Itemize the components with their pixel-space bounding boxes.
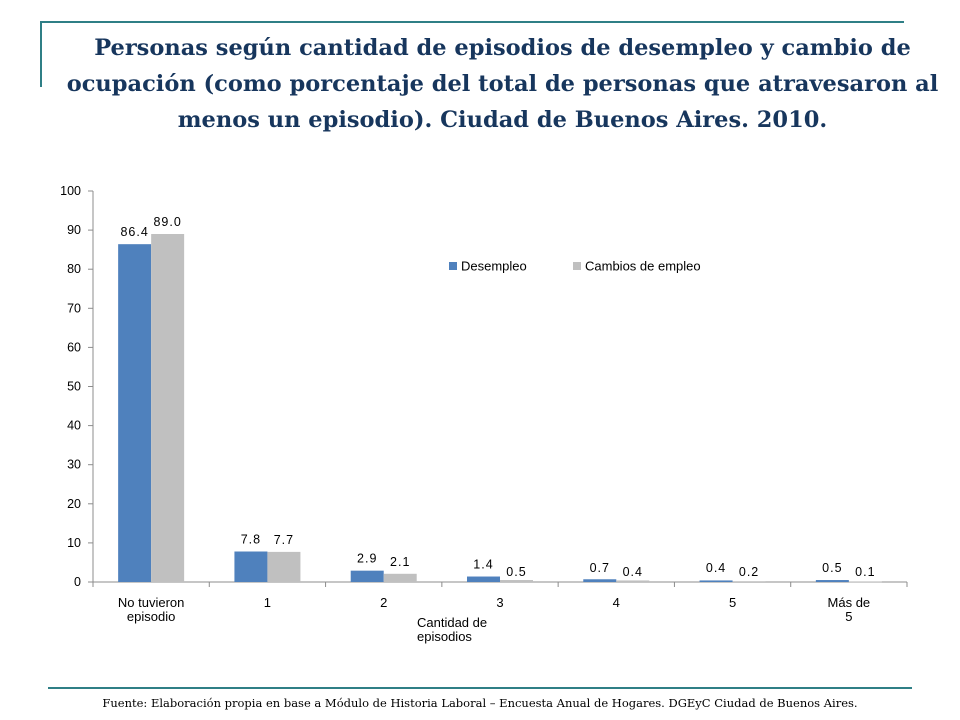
bar-cambios — [383, 573, 417, 582]
y-tick-label: 100 — [60, 184, 81, 198]
y-tick-label: 60 — [67, 340, 81, 354]
y-tick-label: 40 — [67, 419, 81, 433]
y-tick-label: 30 — [67, 458, 81, 472]
data-label-cambios: 0.2 — [739, 565, 759, 579]
legend-swatch-desempleo — [449, 262, 457, 270]
source-note: Fuente: Elaboración propia en base a Mód… — [102, 696, 858, 710]
x-tick-label: 1 — [264, 595, 271, 610]
bar-desempleo — [699, 580, 733, 582]
y-tick-label: 10 — [67, 536, 81, 550]
legend-label-cambios: Cambios de empleo — [585, 259, 701, 274]
x-axis-title: Cantidad de — [417, 615, 487, 630]
legend-swatch-cambios — [573, 262, 581, 270]
data-label-desempleo: 86.4 — [120, 225, 148, 239]
frame-top-line — [40, 21, 904, 23]
bar-desempleo — [350, 570, 384, 582]
x-tick-label: 5 — [729, 595, 736, 610]
bar-desempleo — [467, 576, 500, 582]
bar-cambios — [616, 580, 650, 582]
data-label-desempleo: 1.4 — [473, 558, 493, 572]
data-label-cambios: 0.4 — [623, 565, 643, 579]
chart-title: Personas según cantidad de episodios de … — [66, 35, 939, 133]
data-label-desempleo: 0.4 — [706, 561, 726, 575]
bar-cambios — [151, 234, 185, 582]
bar-cambios — [500, 580, 533, 582]
data-label-cambios: 7.7 — [274, 533, 294, 547]
frame-left-line — [40, 21, 42, 87]
bar-desempleo — [234, 551, 268, 582]
y-tick-label: 20 — [67, 497, 81, 511]
legend-label-desempleo: Desempleo — [461, 259, 527, 274]
data-label-desempleo: 7.8 — [241, 533, 261, 547]
data-label-cambios: 0.5 — [506, 565, 526, 579]
x-axis-title: episodios — [417, 629, 472, 644]
bar-desempleo — [815, 580, 849, 582]
x-tick-label: 4 — [613, 595, 620, 610]
x-tick-label: 3 — [496, 595, 503, 610]
frame-bottom-line — [48, 687, 912, 689]
x-tick-label: Más de — [828, 595, 871, 610]
y-tick-label: 90 — [67, 223, 81, 237]
x-tick-label: 5 — [845, 609, 852, 624]
data-label-desempleo: 0.7 — [590, 561, 610, 575]
data-label-desempleo: 2.9 — [357, 552, 377, 566]
bar-cambios — [848, 581, 882, 583]
data-label-cambios: 2.1 — [390, 555, 410, 569]
bar-desempleo — [583, 579, 617, 582]
bar-chart: 0 10 20 30 40 50 60 70 80 90 100 86.4 89.0 No tuviero… — [60, 184, 908, 644]
y-tick-label: 80 — [67, 262, 81, 276]
data-label-cambios: 0.1 — [855, 565, 875, 579]
x-tick-label: No tuvieron — [118, 595, 184, 610]
y-tick-label: 0 — [74, 575, 81, 589]
bar-cambios — [267, 551, 301, 582]
y-tick-label: 70 — [67, 301, 81, 315]
x-tick-label: episodio — [127, 609, 175, 624]
x-tick-label: 2 — [380, 595, 387, 610]
data-label-cambios: 89.0 — [153, 215, 181, 229]
bar-desempleo — [118, 244, 152, 582]
bar-cambios — [732, 581, 766, 582]
data-label-desempleo: 0.5 — [822, 561, 842, 575]
y-tick-label: 50 — [67, 380, 81, 394]
